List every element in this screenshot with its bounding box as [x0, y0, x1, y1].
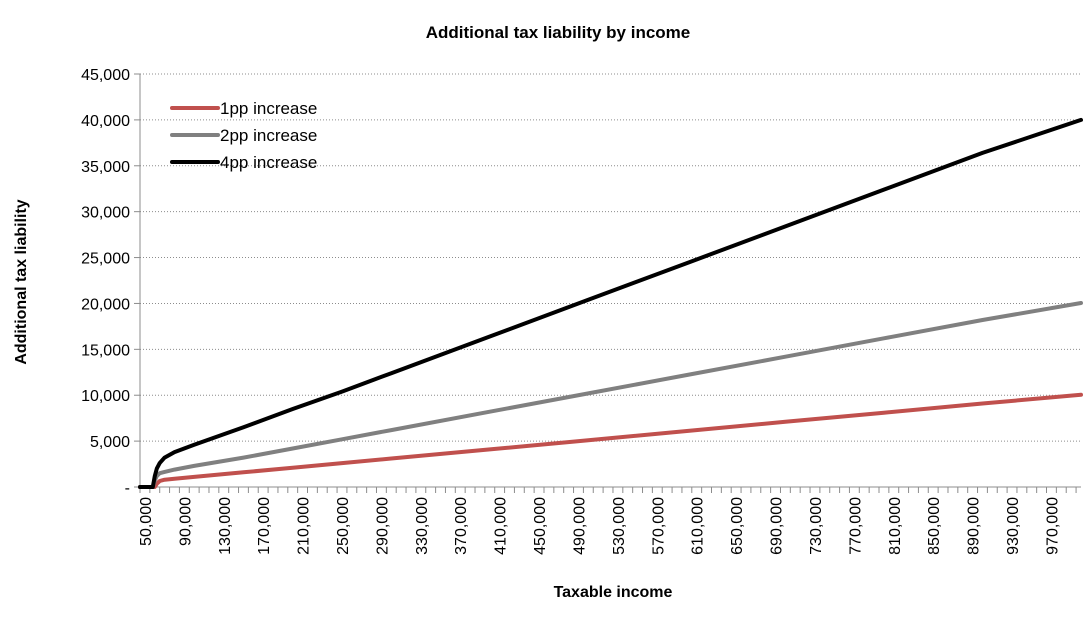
series-line-4pp-increase [138, 117, 1083, 489]
x-axis-ticks: 50,000 90,000 130,000 170,000 210,000 250,000… [138, 487, 1077, 555]
x-tick-label: 810,000 [887, 497, 904, 555]
x-tick-label: 50,000 [138, 497, 155, 546]
x-tick-label: 250,000 [335, 497, 352, 555]
y-axis-ticks: - 5,000 10,000 15,000 20,000 25,000 30,000 35,0… [81, 67, 140, 497]
legend: 1pp increase 2pp increase 4pp increase [170, 99, 317, 172]
x-tick-label: 530,000 [611, 497, 628, 555]
x-tick-label: 490,000 [571, 497, 588, 555]
y-tick-label: 40,000 [81, 113, 130, 130]
y-tick-label: 45,000 [81, 67, 130, 84]
x-tick-label: 330,000 [414, 497, 431, 555]
y-tick-label: 10,000 [81, 388, 130, 405]
series-lines [138, 117, 1083, 489]
x-tick-label: 450,000 [532, 497, 549, 555]
x-tick-label: 770,000 [847, 497, 864, 555]
x-tick-label: 370,000 [453, 497, 470, 555]
x-tick-label: 970,000 [1044, 497, 1061, 555]
legend-label: 2pp increase [220, 126, 317, 145]
x-tick-label: 730,000 [808, 497, 825, 555]
x-tick-label: 410,000 [493, 497, 510, 555]
chart-title: Additional tax liability by income [426, 23, 691, 42]
x-tick-label: 130,000 [217, 497, 234, 555]
y-tick-label: 25,000 [81, 251, 130, 268]
y-tick-label: 30,000 [81, 205, 130, 222]
x-tick-label: 210,000 [296, 497, 313, 555]
x-tick-label: 90,000 [177, 497, 194, 546]
x-tick-label: 890,000 [966, 497, 983, 555]
y-tick-label: 35,000 [81, 159, 130, 176]
x-tick-label: 610,000 [690, 497, 707, 555]
y-tick-label: 15,000 [81, 342, 130, 359]
axes [139, 74, 1081, 488]
y-tick-label: 20,000 [81, 296, 130, 313]
x-tick-label: 290,000 [374, 497, 391, 555]
y-tick-label: 5,000 [90, 434, 130, 451]
x-tick-label: 850,000 [926, 497, 943, 555]
x-tick-label: 650,000 [729, 497, 746, 555]
legend-label: 4pp increase [220, 153, 317, 172]
y-tick-label: - [125, 480, 130, 497]
x-tick-label: 690,000 [769, 497, 786, 555]
x-tick-label: 170,000 [256, 497, 273, 555]
x-tick-label: 570,000 [650, 497, 667, 555]
gridlines [140, 73, 1081, 442]
x-tick-label: 930,000 [1005, 497, 1022, 555]
x-axis-title: Taxable income [554, 584, 673, 601]
y-axis-title: Additional tax liability [13, 199, 30, 364]
legend-label: 1pp increase [220, 99, 317, 118]
